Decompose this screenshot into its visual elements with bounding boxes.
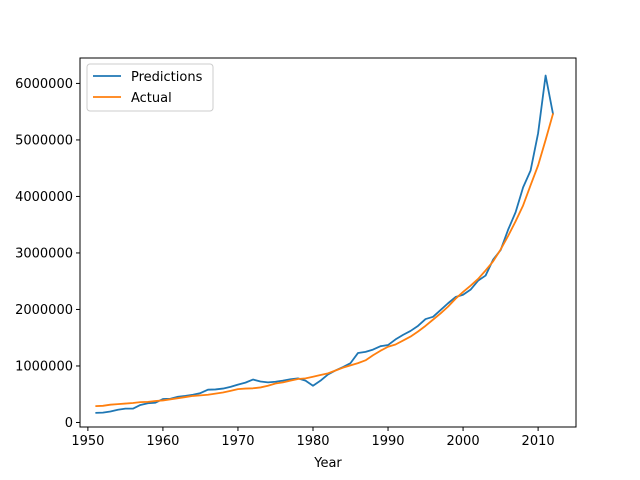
- x-tick-label: 1980: [296, 434, 329, 449]
- legend-label-predictions: Predictions: [131, 70, 203, 85]
- x-tick-label: 1990: [371, 434, 404, 449]
- y-tick-label: 0: [65, 416, 73, 431]
- x-tick-label: 1960: [146, 434, 179, 449]
- x-tick-label: 1950: [71, 434, 104, 449]
- series-layer: [95, 74, 554, 414]
- x-axis-label: Year: [313, 456, 342, 471]
- x-tick-label: 2010: [522, 434, 555, 449]
- x-tick-label: 2000: [447, 434, 480, 449]
- series-line-actual: [95, 113, 554, 407]
- y-tick-label: 6000000: [15, 77, 73, 92]
- y-tick-label: 2000000: [15, 303, 73, 318]
- y-tick-label: 4000000: [15, 190, 73, 205]
- y-tick-label: 3000000: [15, 246, 73, 261]
- x-ticks: 1950 1960 1970 1980 1990 2000 2010: [71, 427, 555, 449]
- y-ticks: 0 1000000 2000000 3000000 4000000 5000000 6000…: [15, 77, 80, 431]
- legend: Predictions Actual: [86, 63, 214, 112]
- x-tick-label: 1970: [221, 434, 254, 449]
- y-tick-label: 1000000: [15, 359, 73, 374]
- plot-frame: [79, 57, 577, 428]
- y-tick-label: 5000000: [15, 133, 73, 148]
- legend-label-actual: Actual: [131, 91, 172, 106]
